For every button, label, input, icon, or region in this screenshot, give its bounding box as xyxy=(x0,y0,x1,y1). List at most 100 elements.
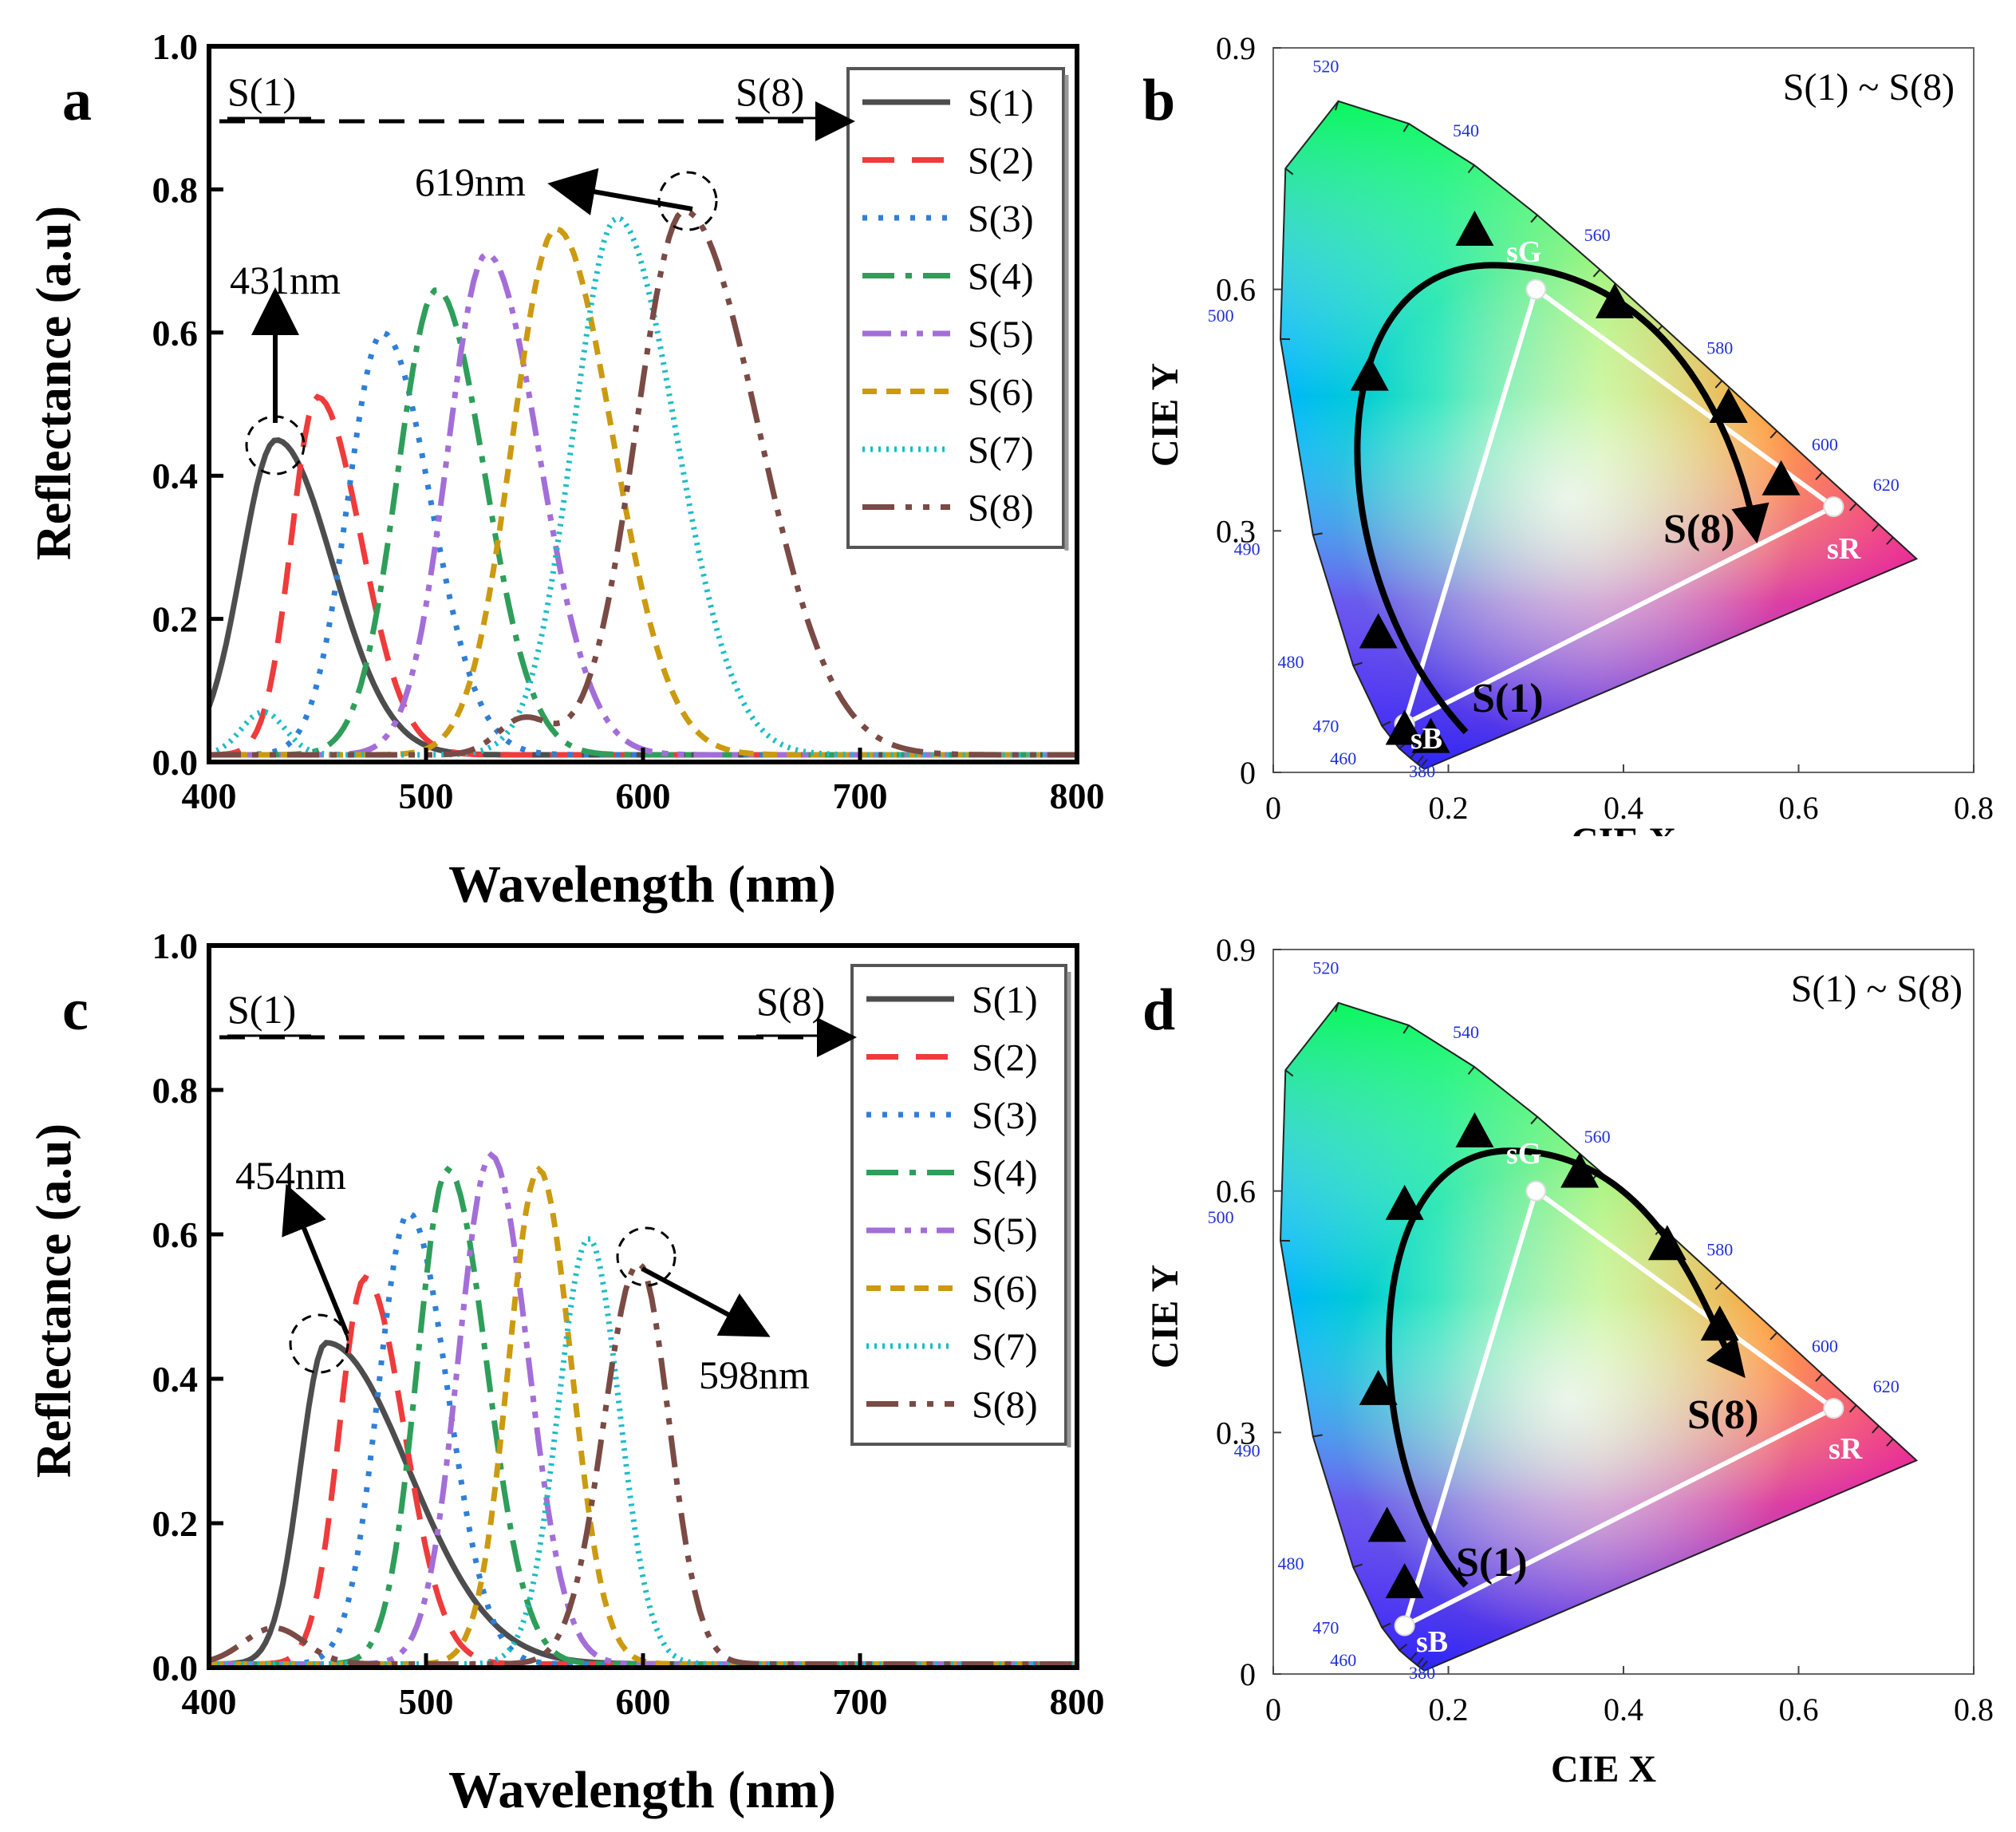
wavelength-tick xyxy=(1769,430,1778,439)
legend-label-2: S(2) xyxy=(968,140,1034,183)
wavelength-label-490: 490 xyxy=(1234,539,1260,559)
wavelength-label-620: 620 xyxy=(1873,1376,1900,1396)
legend-label-6: S(6) xyxy=(968,372,1034,414)
wavelength-label-380: 380 xyxy=(1409,1663,1435,1683)
cie-y-label: CIE Y xyxy=(1144,1265,1186,1368)
x-tick-label: 0.2 xyxy=(1429,1692,1469,1727)
y-tick-label: 0.3 xyxy=(1216,513,1256,549)
wavelength-tick xyxy=(1815,1373,1823,1382)
y-tick-label: 0.8 xyxy=(152,1070,199,1111)
peak-circle-2 xyxy=(616,1226,677,1287)
wavelength-tick xyxy=(1284,1069,1294,1077)
panel-label-d: d xyxy=(1142,977,1175,1043)
wavelength-tick xyxy=(1312,1434,1323,1438)
y-tick-label: 1.0 xyxy=(152,926,199,966)
wavelength-label-540: 540 xyxy=(1453,120,1479,140)
wavelength-label-480: 480 xyxy=(1277,652,1304,672)
wavelength-label-580: 580 xyxy=(1706,338,1733,357)
x-tick-label: 600 xyxy=(616,1681,671,1722)
wavelength-tick xyxy=(1467,1066,1475,1076)
x-tick-label: 700 xyxy=(833,776,888,816)
peak-arrow-1 xyxy=(282,1183,349,1336)
peak-circle-1 xyxy=(245,415,306,476)
y-tick-label: 0.6 xyxy=(152,313,199,353)
y-tick-label: 0.0 xyxy=(152,742,199,783)
legend-text: S(1) ~ S(8) xyxy=(1783,66,1955,109)
color-point-4 xyxy=(1350,355,1389,391)
gamut-label-sB: sB xyxy=(1410,722,1442,756)
y-axis-label: Reflectance (a.u) xyxy=(27,206,81,560)
legend-label-5: S(5) xyxy=(972,1210,1038,1253)
wavelength-tick xyxy=(1872,1425,1880,1434)
trajectory-arrow xyxy=(1354,262,1769,735)
wavelength-tick xyxy=(1381,1622,1391,1629)
x-tick-label: 0.8 xyxy=(1954,790,1994,826)
wavelength-tick xyxy=(1416,1657,1424,1666)
y-tick-label: 0.4 xyxy=(152,456,199,496)
arrow-start-label: S(1) xyxy=(1456,1540,1528,1585)
wavelength-label-560: 560 xyxy=(1584,1127,1611,1147)
wavelength-tick xyxy=(1714,1281,1723,1290)
wavelength-label-600: 600 xyxy=(1812,434,1838,454)
wavelength-tick xyxy=(1403,123,1410,132)
wavelength-tick xyxy=(1530,1115,1538,1125)
wavelength-tick xyxy=(1420,759,1428,768)
color-point-4 xyxy=(1385,1184,1424,1220)
gamut-point-sR xyxy=(1823,496,1844,518)
start-label: S(1) xyxy=(227,69,296,114)
legend-box xyxy=(846,67,1065,549)
panel-a-reflectance-chart: Reflectance (a.u) Wavelength (nm) S(1) S… xyxy=(27,26,1105,914)
gamut-point-sR xyxy=(1823,1398,1844,1419)
y-tick-label: 0.9 xyxy=(1216,932,1256,968)
wavelength-label-480: 480 xyxy=(1277,1554,1304,1573)
x-tick-label: 500 xyxy=(399,776,454,816)
cie-x-label: CIE X xyxy=(1551,1748,1656,1791)
peak-circle-1 xyxy=(289,1313,349,1374)
wavelength-label-380: 380 xyxy=(1409,761,1435,781)
gamut-point-sG xyxy=(1525,1180,1547,1202)
y-axis-label: Reflectance (a.u) xyxy=(27,1123,81,1478)
trajectory-arrow xyxy=(1385,1147,1746,1588)
legend-label-8: S(8) xyxy=(972,1384,1038,1427)
spectral-locus xyxy=(1279,1001,1919,1672)
wavelength-tick xyxy=(1530,214,1538,223)
legend-label-8: S(8) xyxy=(968,488,1034,530)
x-tick-label: 800 xyxy=(1050,776,1105,816)
peak-arrow-2 xyxy=(641,1266,771,1337)
y-tick-label: 0.9 xyxy=(1216,30,1256,66)
wavelength-tick xyxy=(1410,1652,1418,1660)
y-tick-label: 1.0 xyxy=(152,26,199,67)
x-tick-label: 800 xyxy=(1050,1681,1105,1722)
color-point-5 xyxy=(1455,211,1494,247)
curves xyxy=(209,208,1077,758)
wavelength-tick xyxy=(1769,1332,1778,1340)
wavelength-label-520: 520 xyxy=(1312,56,1339,76)
wavelength-label-500: 500 xyxy=(1208,1207,1234,1227)
legend-label-6: S(6) xyxy=(972,1269,1038,1311)
wavelength-tick xyxy=(1886,1438,1894,1447)
gamut-label-sB: sB xyxy=(1416,1625,1448,1659)
cie-y-label: CIE Y xyxy=(1144,363,1186,467)
panel-b-cie-diagram: CIE Y 380 460 470 480 490 500 520 540 560 580 600 6… xyxy=(1144,30,1994,836)
y-tick-label: 0.0 xyxy=(152,1648,199,1688)
y-tick-label: 0.6 xyxy=(152,1214,199,1255)
wavelength-label-560: 560 xyxy=(1584,225,1611,245)
x-tick-label: 400 xyxy=(182,776,237,816)
wavelength-label-620: 620 xyxy=(1873,475,1900,495)
wavelength-tick xyxy=(1403,1025,1410,1034)
color-point-6 xyxy=(1560,1152,1600,1188)
wavelength-tick xyxy=(1592,269,1601,278)
peak-arrow-2 xyxy=(547,168,693,215)
wavelength-label-520: 520 xyxy=(1312,957,1339,977)
color-point-8 xyxy=(1700,1305,1739,1341)
spectral-locus xyxy=(1279,100,1919,770)
color-point-1 xyxy=(1385,1563,1424,1599)
wavelength-tick xyxy=(1467,164,1475,174)
panel-c-reflectance-chart: Reflectance (a.u) Wavelength (nm) S(1) S… xyxy=(27,926,1105,1819)
color-point-5 xyxy=(1455,1112,1494,1148)
wavelength-label-460: 460 xyxy=(1330,1650,1356,1670)
wavelength-tick xyxy=(1312,532,1323,536)
x-tick-label: 0.2 xyxy=(1429,790,1469,826)
x-tick-label: 700 xyxy=(833,1681,888,1722)
x-tick-label: 0.4 xyxy=(1604,790,1643,826)
